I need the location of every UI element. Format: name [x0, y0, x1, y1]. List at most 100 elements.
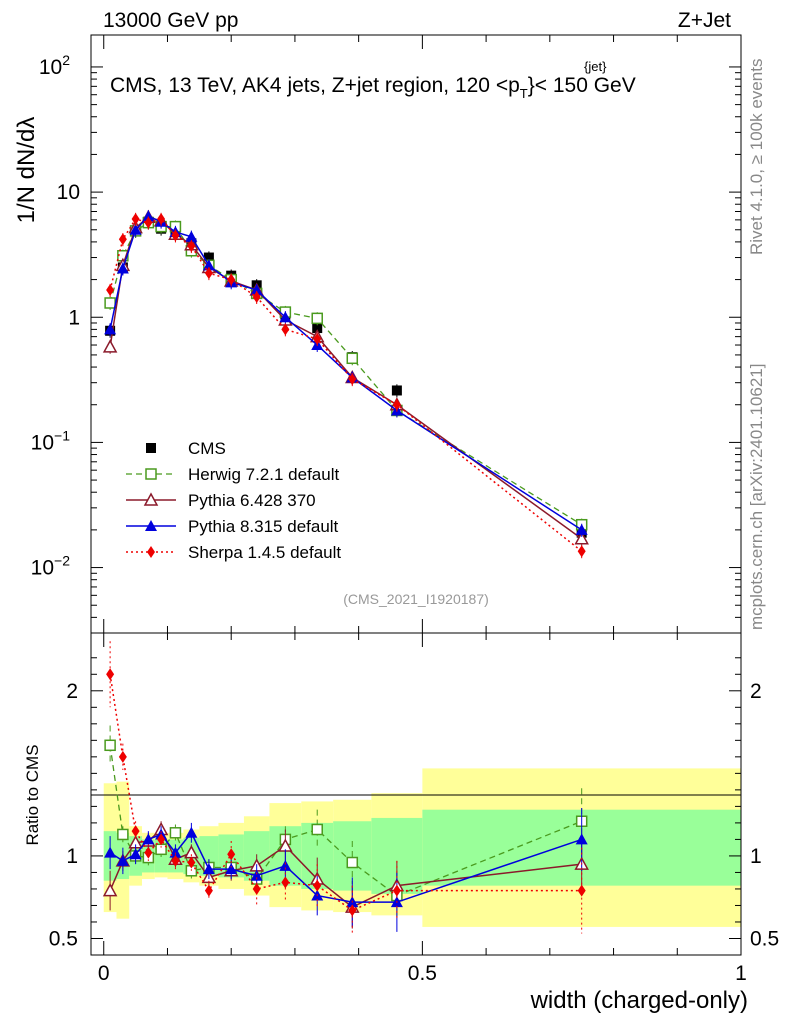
legend-entry: Pythia 6.428 370	[126, 491, 316, 510]
legend-marker	[143, 492, 159, 506]
series-3	[104, 210, 588, 537]
ylabel-main-text: 1/N dN/dλ	[13, 117, 40, 224]
rivet-version: Rivet 4.1.0, ≥ 100k events	[747, 59, 766, 255]
ratio-point	[187, 856, 196, 869]
legend-entry: Pythia 8.315 default	[126, 517, 339, 536]
data-point	[202, 259, 215, 271]
data-point	[157, 212, 166, 225]
ratio-point	[348, 904, 357, 917]
x-tick-label: 1	[735, 962, 747, 985]
main-y-tick-exponent: −1	[54, 427, 70, 443]
data-point	[144, 216, 153, 229]
legend-label: CMS	[188, 439, 226, 458]
data-point	[116, 262, 129, 274]
main-y-tick-label: 10−1	[31, 427, 71, 454]
ratio-point	[144, 846, 153, 859]
ratio-point	[202, 863, 215, 875]
data-point	[106, 284, 115, 297]
ratio-point	[116, 854, 129, 866]
ratio-y-tick-label-right: 1	[750, 845, 762, 868]
ratio-point	[250, 869, 263, 881]
data-point	[391, 385, 402, 396]
ratio-point	[106, 668, 115, 681]
ratio-point	[131, 825, 140, 838]
data-point	[346, 352, 359, 365]
legend-marker	[145, 520, 157, 531]
data-point	[313, 333, 322, 346]
legend-marker	[145, 468, 157, 480]
mcplots-credit: mcplots.cern.ch [arXiv:2401.10621]	[747, 364, 766, 630]
legend-entry: Herwig 7.2.1 default	[126, 465, 339, 484]
main-y-tick-exponent: 2	[62, 52, 70, 68]
ratio-point	[104, 846, 117, 858]
ylabel-ratio: Ratio to CMS	[23, 744, 42, 845]
xlabel: width (charged-only)	[530, 987, 748, 1014]
ratio-point	[118, 750, 127, 763]
ratio-point	[117, 828, 129, 841]
series-4	[106, 212, 586, 559]
data-point	[129, 223, 142, 235]
series-line	[109, 218, 583, 552]
ratio-point	[155, 843, 167, 856]
ratio-point	[227, 848, 236, 861]
legend-marker	[147, 546, 155, 558]
plot-title: CMS, 13 TeV, AK4 jets, Z+jet region, 120…	[110, 59, 636, 101]
ratio-series-4	[106, 641, 586, 936]
legend-entry: Sherpa 1.4.5 default	[126, 543, 341, 562]
ratio-point	[252, 882, 261, 895]
data-point	[203, 252, 214, 263]
ratio-y-tick-label-right: 2	[750, 680, 762, 703]
legend-label: Pythia 8.315 default	[188, 517, 339, 536]
ratio-point	[169, 846, 182, 858]
data-point	[102, 339, 118, 353]
header-right: Z+Jet	[678, 9, 731, 32]
data-point	[142, 210, 155, 222]
data-point	[204, 267, 213, 280]
series-2	[102, 209, 589, 546]
plot-title-main: CMS, 13 TeV, AK4 jets, Z+jet region, 120…	[110, 74, 636, 101]
ratio-point	[279, 859, 292, 871]
data-point	[227, 273, 236, 286]
ratio-point	[171, 854, 180, 867]
data-point	[171, 229, 180, 242]
data-point	[312, 323, 323, 334]
ratio-point	[313, 879, 322, 892]
legend-entry: CMS	[146, 439, 226, 458]
x-tick-label: 0	[98, 962, 110, 985]
data-point	[104, 323, 117, 335]
series-line	[109, 216, 583, 540]
ratio-point	[129, 848, 142, 860]
data-point	[252, 291, 261, 304]
ratio-y-tick-label: 1	[66, 845, 78, 868]
data-point	[185, 230, 198, 242]
ratio-y-tick-label: 2	[66, 680, 78, 703]
ratio-point	[157, 833, 166, 846]
data-point	[348, 373, 357, 386]
main-y-tick-exponent: −2	[54, 553, 70, 569]
ratio-y-tick-label-right: 0.5	[750, 927, 779, 950]
legend-label: Herwig 7.2.1 default	[188, 465, 339, 484]
ratio-point	[142, 833, 155, 845]
ratio-point	[577, 884, 586, 897]
ratio-panel: 0.5 0.51 12 20 0.5 1	[49, 632, 779, 985]
ratio-point	[575, 833, 588, 845]
x-tick-label: 0.5	[408, 962, 437, 985]
ratio-point	[185, 826, 198, 838]
data-point	[279, 311, 292, 323]
data-point	[250, 284, 263, 296]
main-y-tick-label: 10	[57, 181, 80, 204]
ratio-frame	[90, 632, 742, 956]
main-y-tick-label: 102	[39, 52, 70, 79]
data-point	[104, 297, 116, 309]
data-point	[281, 323, 290, 336]
data-point	[311, 312, 323, 325]
ratio-point	[346, 856, 359, 869]
ylabel-main: 1/N dN/dλ	[13, 117, 40, 224]
ratio-series-3	[104, 808, 588, 932]
main-panel: 10−2 10−1 1 10 102	[31, 34, 742, 634]
ratio-point	[204, 884, 213, 897]
ratio-point	[169, 827, 182, 839]
header-left: 13000 GeV pp	[103, 9, 238, 32]
legend-label: Pythia 6.428 370	[188, 491, 316, 510]
